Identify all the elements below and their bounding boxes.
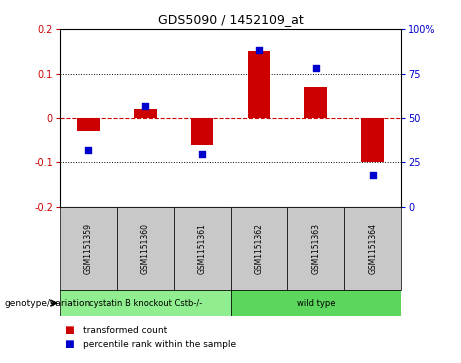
Bar [60,207,117,290]
Text: percentile rank within the sample: percentile rank within the sample [83,340,236,348]
Bar [304,87,327,118]
Bar [248,51,270,118]
Bar [134,109,157,118]
Title: GDS5090 / 1452109_at: GDS5090 / 1452109_at [158,13,303,26]
Text: GSM1151362: GSM1151362 [254,223,263,274]
Bar [230,290,401,316]
Point [198,151,206,156]
Text: GSM1151364: GSM1151364 [368,223,377,274]
Text: cystatin B knockout Cstb-/-: cystatin B knockout Cstb-/- [89,299,202,307]
Bar [230,207,287,290]
Bar [77,118,100,131]
Text: ■: ■ [65,325,74,335]
Text: ■: ■ [65,339,74,349]
Bar [117,207,174,290]
Text: GSM1151360: GSM1151360 [141,223,150,274]
Text: genotype/variation: genotype/variation [5,299,91,307]
Point [312,65,319,71]
Text: wild type: wild type [296,299,335,307]
Text: GSM1151361: GSM1151361 [198,223,207,274]
Point [255,48,263,53]
Bar [344,207,401,290]
Text: GSM1151363: GSM1151363 [311,223,320,274]
Bar [60,290,230,316]
Bar [361,118,384,162]
Bar [191,118,213,144]
Bar [287,207,344,290]
Text: transformed count: transformed count [83,326,167,335]
Point [369,172,376,178]
Bar [174,207,230,290]
Point [142,103,149,109]
Point [85,147,92,153]
Text: GSM1151359: GSM1151359 [84,223,93,274]
